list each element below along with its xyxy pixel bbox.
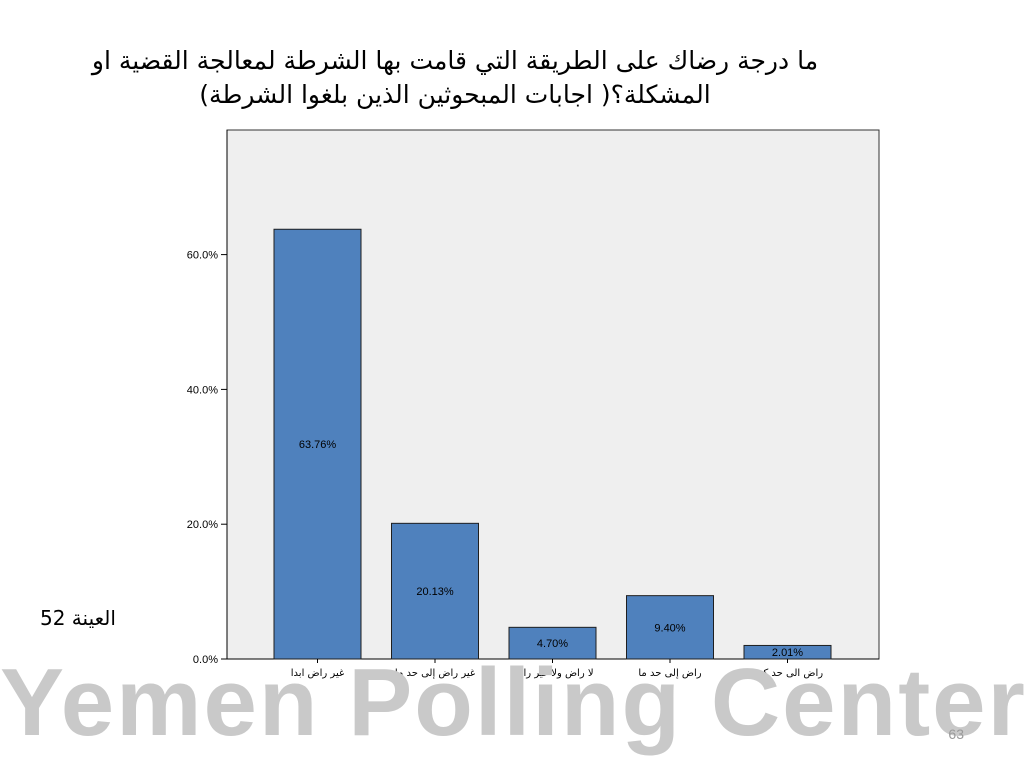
x-tick-label: لا راض ولا غير راض: [511, 668, 593, 679]
bar: [626, 595, 714, 660]
bar-value-label: 9.40%: [654, 622, 685, 634]
bar: [508, 626, 597, 660]
x-tick-label: راض إلى حد ما: [638, 668, 701, 679]
y-tick-label: 60.0%: [187, 250, 218, 262]
x-tick-label: غير راض إلى حد ما: [395, 668, 475, 679]
bar-value-label: 4.70%: [537, 638, 568, 650]
bar-value-label: 20.13%: [416, 586, 454, 598]
y-ticks-group: 0.0% 20.0% 40.0% 60.0%: [187, 250, 227, 666]
bar-value-label: 2.01%: [772, 647, 803, 659]
y-tick-label: 20.0%: [187, 519, 218, 531]
sample-size-label: العينة 52: [40, 606, 116, 630]
x-tick-label: راض الى حد كبير: [751, 668, 823, 679]
x-labels-group: غير راض ابدا غير راض إلى حد ما لا راض ولا …: [291, 659, 823, 679]
y-tick-label: 40.0%: [187, 384, 218, 396]
page-number: 63: [948, 726, 964, 742]
chart-title: ما درجة رضاك على الطريقة التي قامت بها ا…: [91, 46, 819, 109]
x-tick-label: غير راض ابدا: [291, 668, 344, 679]
bar: [391, 522, 479, 660]
watermark-text: Yemen Polling Center: [0, 649, 1024, 756]
bar: [273, 228, 362, 660]
bar-value-label: 63.76%: [299, 439, 337, 451]
bars-group: 63.76% 20.13% 4.70% 9.40% 2.01%: [273, 228, 832, 660]
y-tick-label: 0.0%: [193, 654, 218, 666]
